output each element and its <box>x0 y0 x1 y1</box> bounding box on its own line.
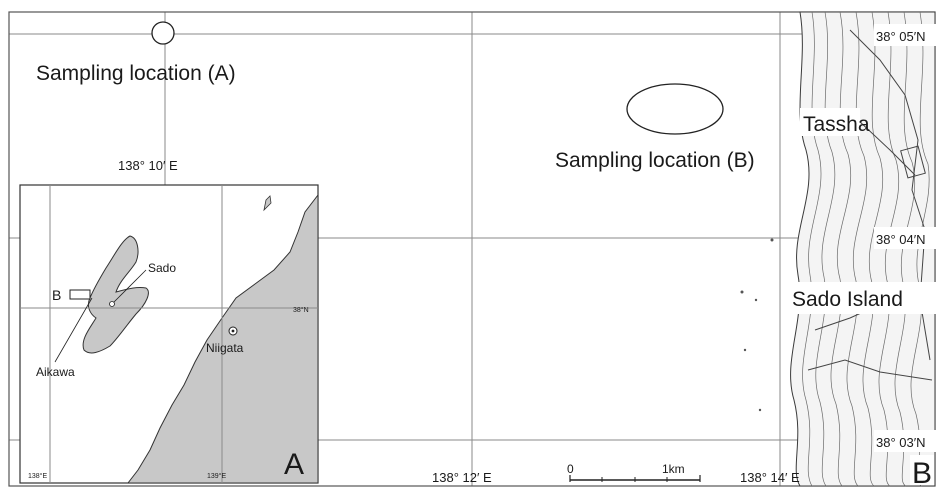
sampling-location-a: Sampling location (A) <box>36 21 236 85</box>
inset-label-38n: 38°N <box>293 306 309 314</box>
scale-bar: 0 1km <box>566 462 706 485</box>
island-label-sado: Sado Island <box>792 288 903 311</box>
sampling-location-b: Sampling location (B) <box>555 83 755 172</box>
inset-label-aikawa: Aikawa <box>36 365 75 379</box>
panel-letter-a: A <box>284 448 304 481</box>
inset-map: B Sado Aikawa Niigata 38°N 138°E 139°E A <box>19 184 319 484</box>
lon-label-138-14: 138° 14′ E <box>740 470 800 485</box>
lon-label-138-12: 138° 12′ E <box>432 470 492 485</box>
scale-bar-start: 0 <box>567 462 574 476</box>
inset-box-b <box>69 289 91 300</box>
lon-label-138-10: 138° 10′ E <box>118 158 178 173</box>
sampling-b-marker <box>626 83 724 135</box>
inset-sado-island <box>82 235 149 354</box>
inset-mainland <box>126 193 319 484</box>
sampling-b-label: Sampling location (B) <box>555 149 755 172</box>
panel-letter-b: B <box>912 457 932 489</box>
sampling-a-label: Sampling location (A) <box>36 62 236 85</box>
sampling-a-marker <box>151 21 175 45</box>
lat-label-38-04: 38° 04′N <box>876 232 926 247</box>
town-label-tassha: Tassha <box>803 113 870 136</box>
scale-bar-end: 1km <box>662 462 685 476</box>
lat-label-38-03: 38° 03′N <box>876 435 926 450</box>
lat-label-38-05: 38° 05′N <box>876 29 926 44</box>
inset-label-sado: Sado <box>148 261 176 275</box>
inset-label-b: B <box>52 287 61 303</box>
inset-label-niigata: Niigata <box>206 341 244 355</box>
inset-label-139e: 139°E <box>207 472 226 480</box>
inset-label-138e: 138°E <box>28 472 47 480</box>
